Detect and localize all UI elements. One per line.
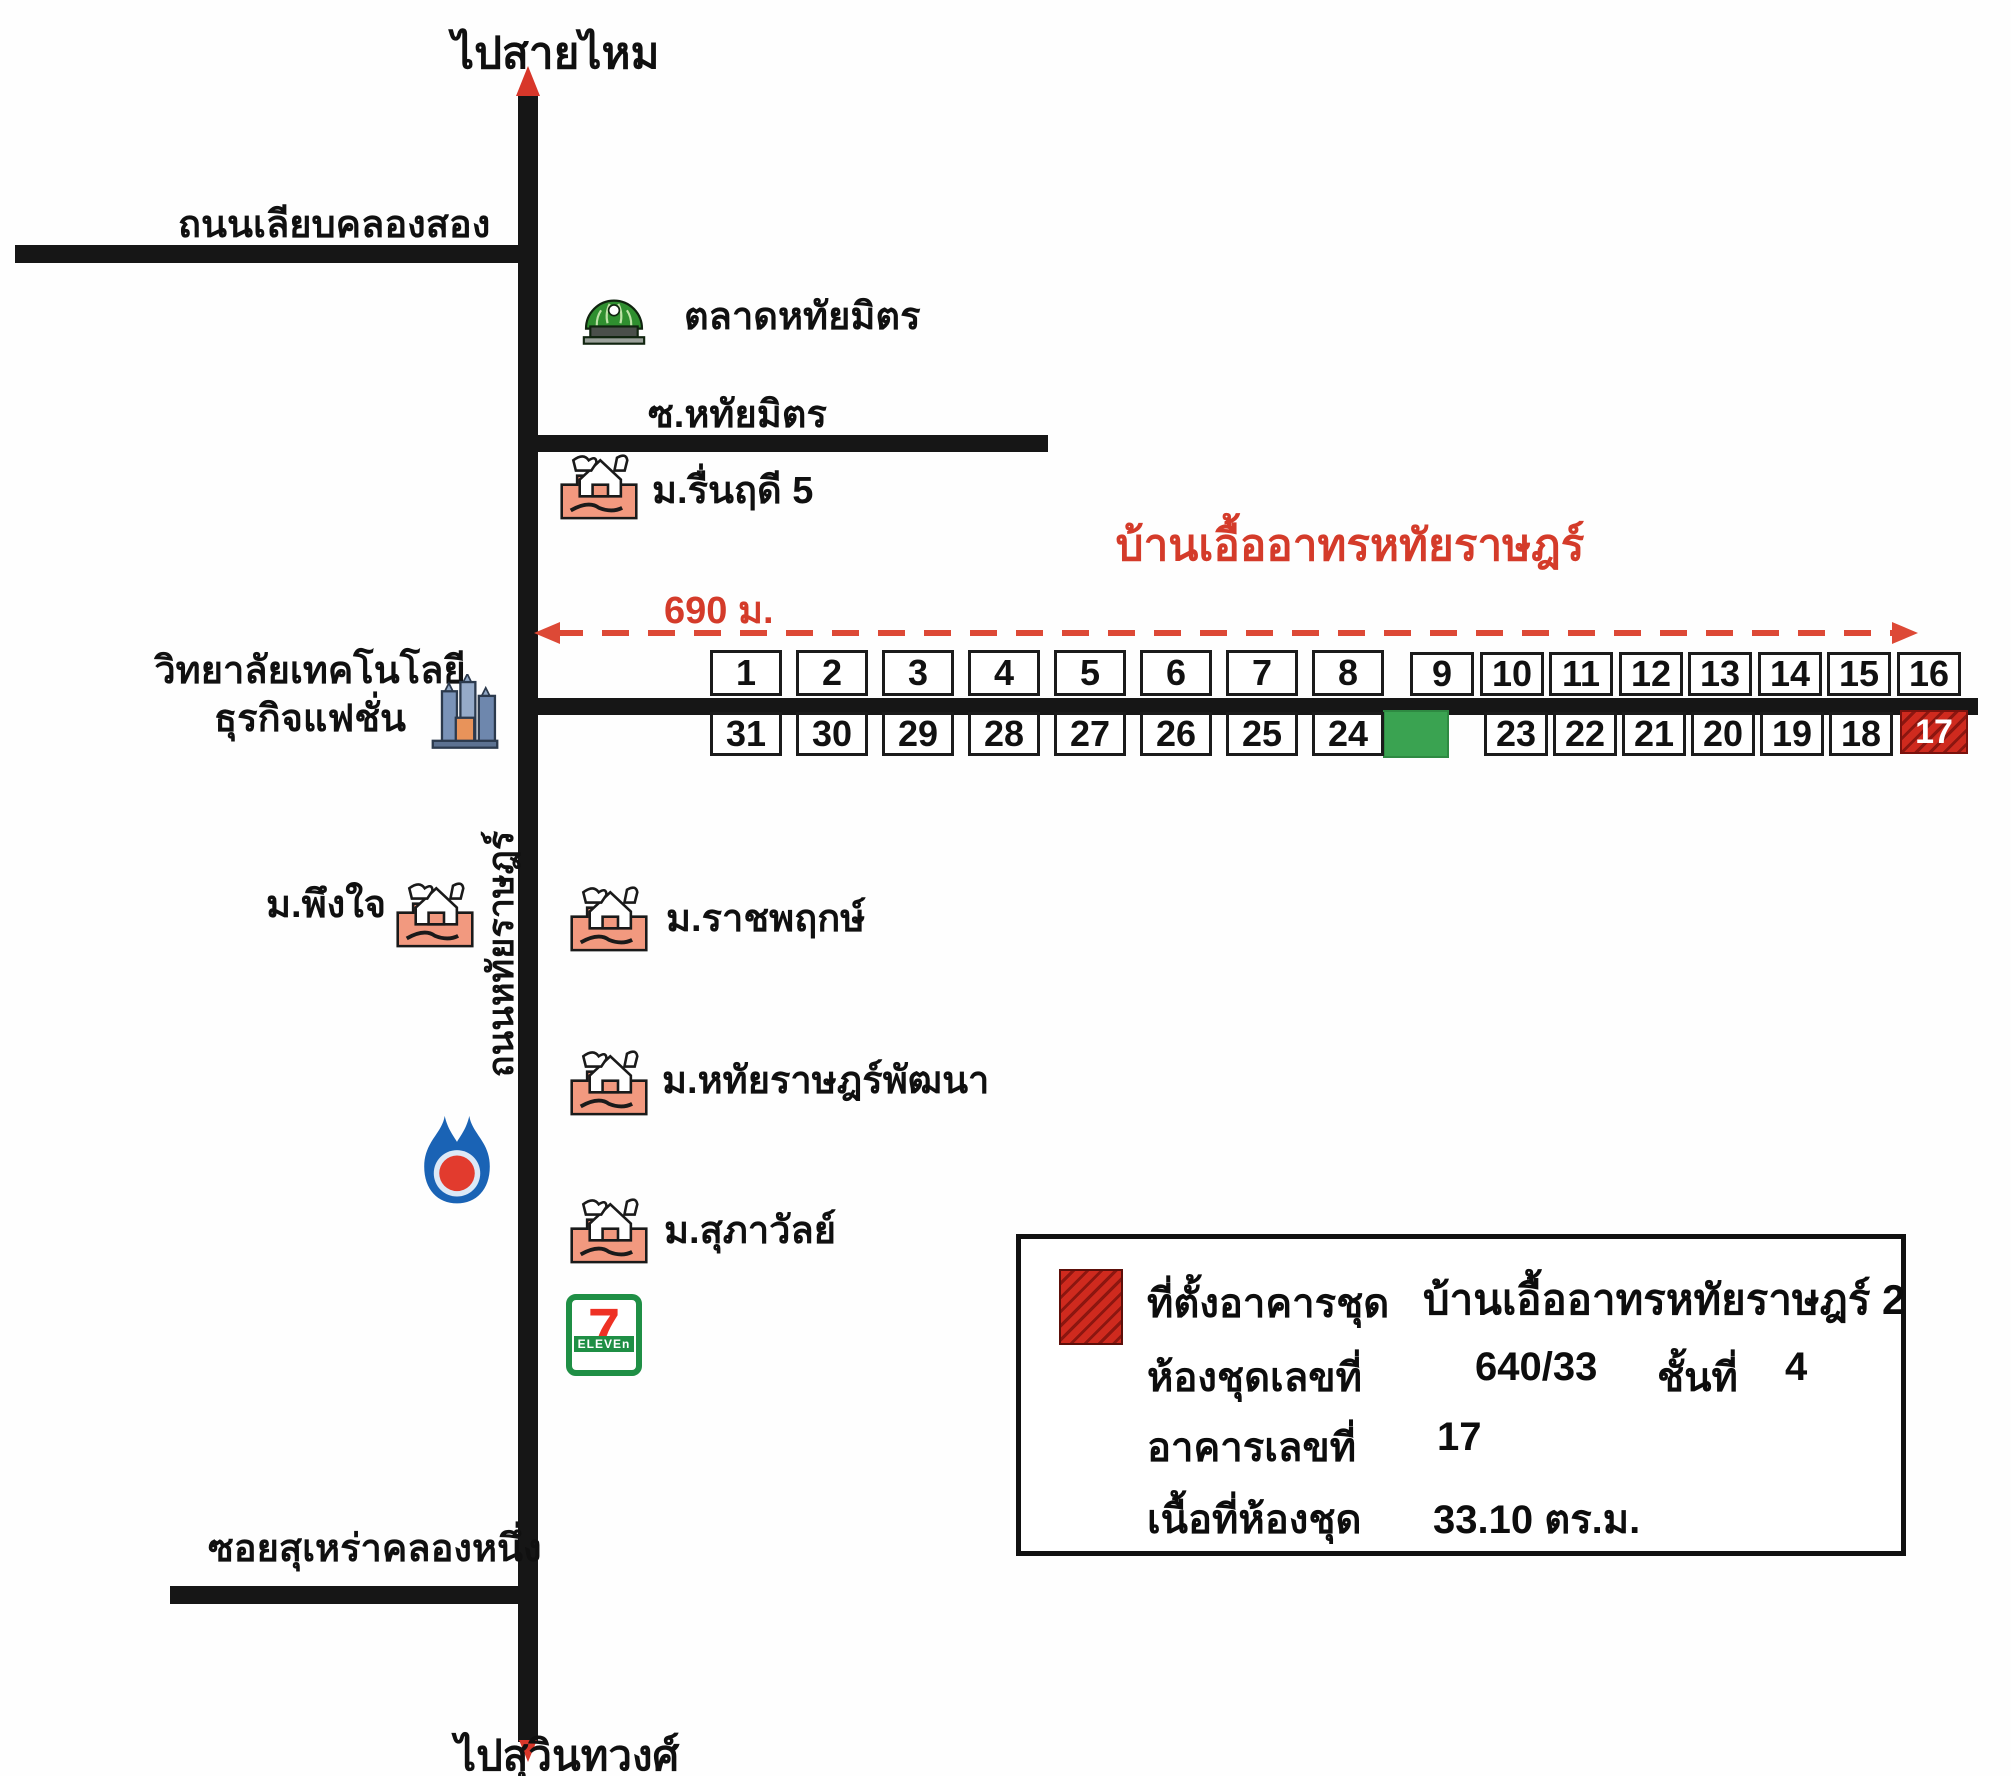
building-box-23: 23 [1484,712,1548,756]
building-box-14: 14 [1758,652,1822,696]
building-box-30: 30 [796,712,868,756]
label-village-ruenrudee: ม.รื่นฤดี 5 [652,470,814,512]
south-arrow-icon [519,1740,537,1762]
building-box-2: 2 [796,650,868,696]
legend-building-label: อาคารเลขที่ [1147,1426,1357,1470]
ptt-logo-icon [416,1110,498,1212]
village-icon-suphawan [566,1194,652,1266]
village-icon-ratchaphruek [566,882,652,954]
legend-swatch-icon [1059,1269,1123,1345]
seven-digit: 7 [587,1297,621,1362]
legend-site-label: ที่ตั้งอาคารชุด [1147,1282,1390,1326]
building-box-19: 19 [1760,712,1824,756]
legend-box: ที่ตั้งอาคารชุด บ้านเอื้ออาทรหทัยราษฎร์ … [1016,1234,1906,1556]
college-buildings-icon [428,674,502,750]
legend-floor-value: 4 [1785,1345,1808,1389]
road-soi-hathai-mit [518,435,1048,452]
building-box-31: 31 [710,712,782,756]
north-arrow-icon [516,66,540,96]
building-box-10: 10 [1480,652,1544,696]
building-box-4: 4 [968,650,1040,696]
label-village-ratchaphruek: ม.ราชพฤกษ์ [666,898,866,940]
building-box-25: 25 [1226,712,1298,756]
building-box-12: 12 [1619,652,1683,696]
road-main-branch [518,698,1978,715]
building-box-8: 8 [1312,650,1384,696]
distance-arrow-left-icon [534,622,560,644]
building-box-18: 18 [1829,712,1893,756]
green-block [1383,710,1449,758]
market-icon [573,292,655,348]
legend-floor-label: ชั้นที่ [1657,1356,1738,1400]
legend-area-value: 33.10 ตร.ม. [1433,1498,1641,1542]
label-bottom-destination: ไปสุวินทวงศ์ [455,1732,680,1776]
building-box-7: 7 [1226,650,1298,696]
building-box-20: 20 [1691,712,1755,756]
building-box-5: 5 [1054,650,1126,696]
label-top-destination: ไปสายไหม [452,29,660,78]
legend-building-value: 17 [1437,1415,1482,1459]
seven-eleven-icon: 7 ELEVEn [566,1294,642,1376]
distance-arrow-right-icon [1892,622,1918,644]
label-soi-hathai-mit: ซ.หทัยมิตร [648,394,827,436]
label-khlong-song-road: ถนนเลียบคลองสอง [178,204,491,246]
building-box-15: 15 [1827,652,1891,696]
project-title: บ้านเอื้ออาทรหทัยราษฎร์ [1115,521,1585,570]
label-village-suphawan: ม.สุภาวัลย์ [664,1210,837,1252]
label-soi-surao: ซอยสุเหร่าคลองหนึ่ง [208,1528,542,1570]
building-box-9: 9 [1410,652,1474,696]
label-college-line1: วิทยาลัยเทคโนโลยี [154,650,466,692]
road-liap-khlong-song [15,245,538,263]
distance-dashed-line [556,630,1892,636]
legend-unit-value: 640/33 [1475,1345,1598,1389]
seven-eleven-band: ELEVEn [574,1336,634,1352]
label-village-pungjai: ม.พึงใจ [266,884,387,926]
building-box-1: 1 [710,650,782,696]
building-box-3: 3 [882,650,954,696]
label-market: ตลาดหทัยมิตร [684,296,921,338]
legend-unit-label: ห้องชุดเลขที่ [1147,1356,1362,1400]
building-box-6: 6 [1140,650,1212,696]
building-box-24: 24 [1312,712,1384,756]
building-box-16: 16 [1897,652,1961,696]
building-box-11: 11 [1549,652,1613,696]
village-icon-hathairat-pattana [566,1046,652,1118]
label-village-hathairat-pattana: ม.หทัยราษฎร์พัฒนา [662,1060,990,1102]
road-vertical-hathairat [518,94,538,1742]
building-box-27: 27 [1054,712,1126,756]
distance-label: 690 ม. [664,590,774,632]
village-icon-ruenrudee [556,450,642,522]
legend-site-value: บ้านเอื้ออาทรหทัยราษฎร์ 2 [1423,1276,1906,1323]
building-box-22: 22 [1553,712,1617,756]
label-college: วิทยาลัยเทคโนโลยี ธุรกิจแฟชั่น [148,648,472,743]
building-box-17-highlighted: 17 [1900,710,1968,754]
label-vertical-road-name: ถนนหทัยราษฎร์ [480,830,521,1078]
building-box-28: 28 [968,712,1040,756]
legend-area-label: เนื้อที่ห้องชุด [1147,1498,1362,1542]
building-box-21: 21 [1622,712,1686,756]
label-college-line2: ธุรกิจแฟชั่น [213,697,407,740]
building-box-29: 29 [882,712,954,756]
building-box-13: 13 [1688,652,1752,696]
village-icon-pungjai [392,878,478,950]
road-soi-surao-khlong-nueng [170,1586,538,1604]
building-box-26: 26 [1140,712,1212,756]
